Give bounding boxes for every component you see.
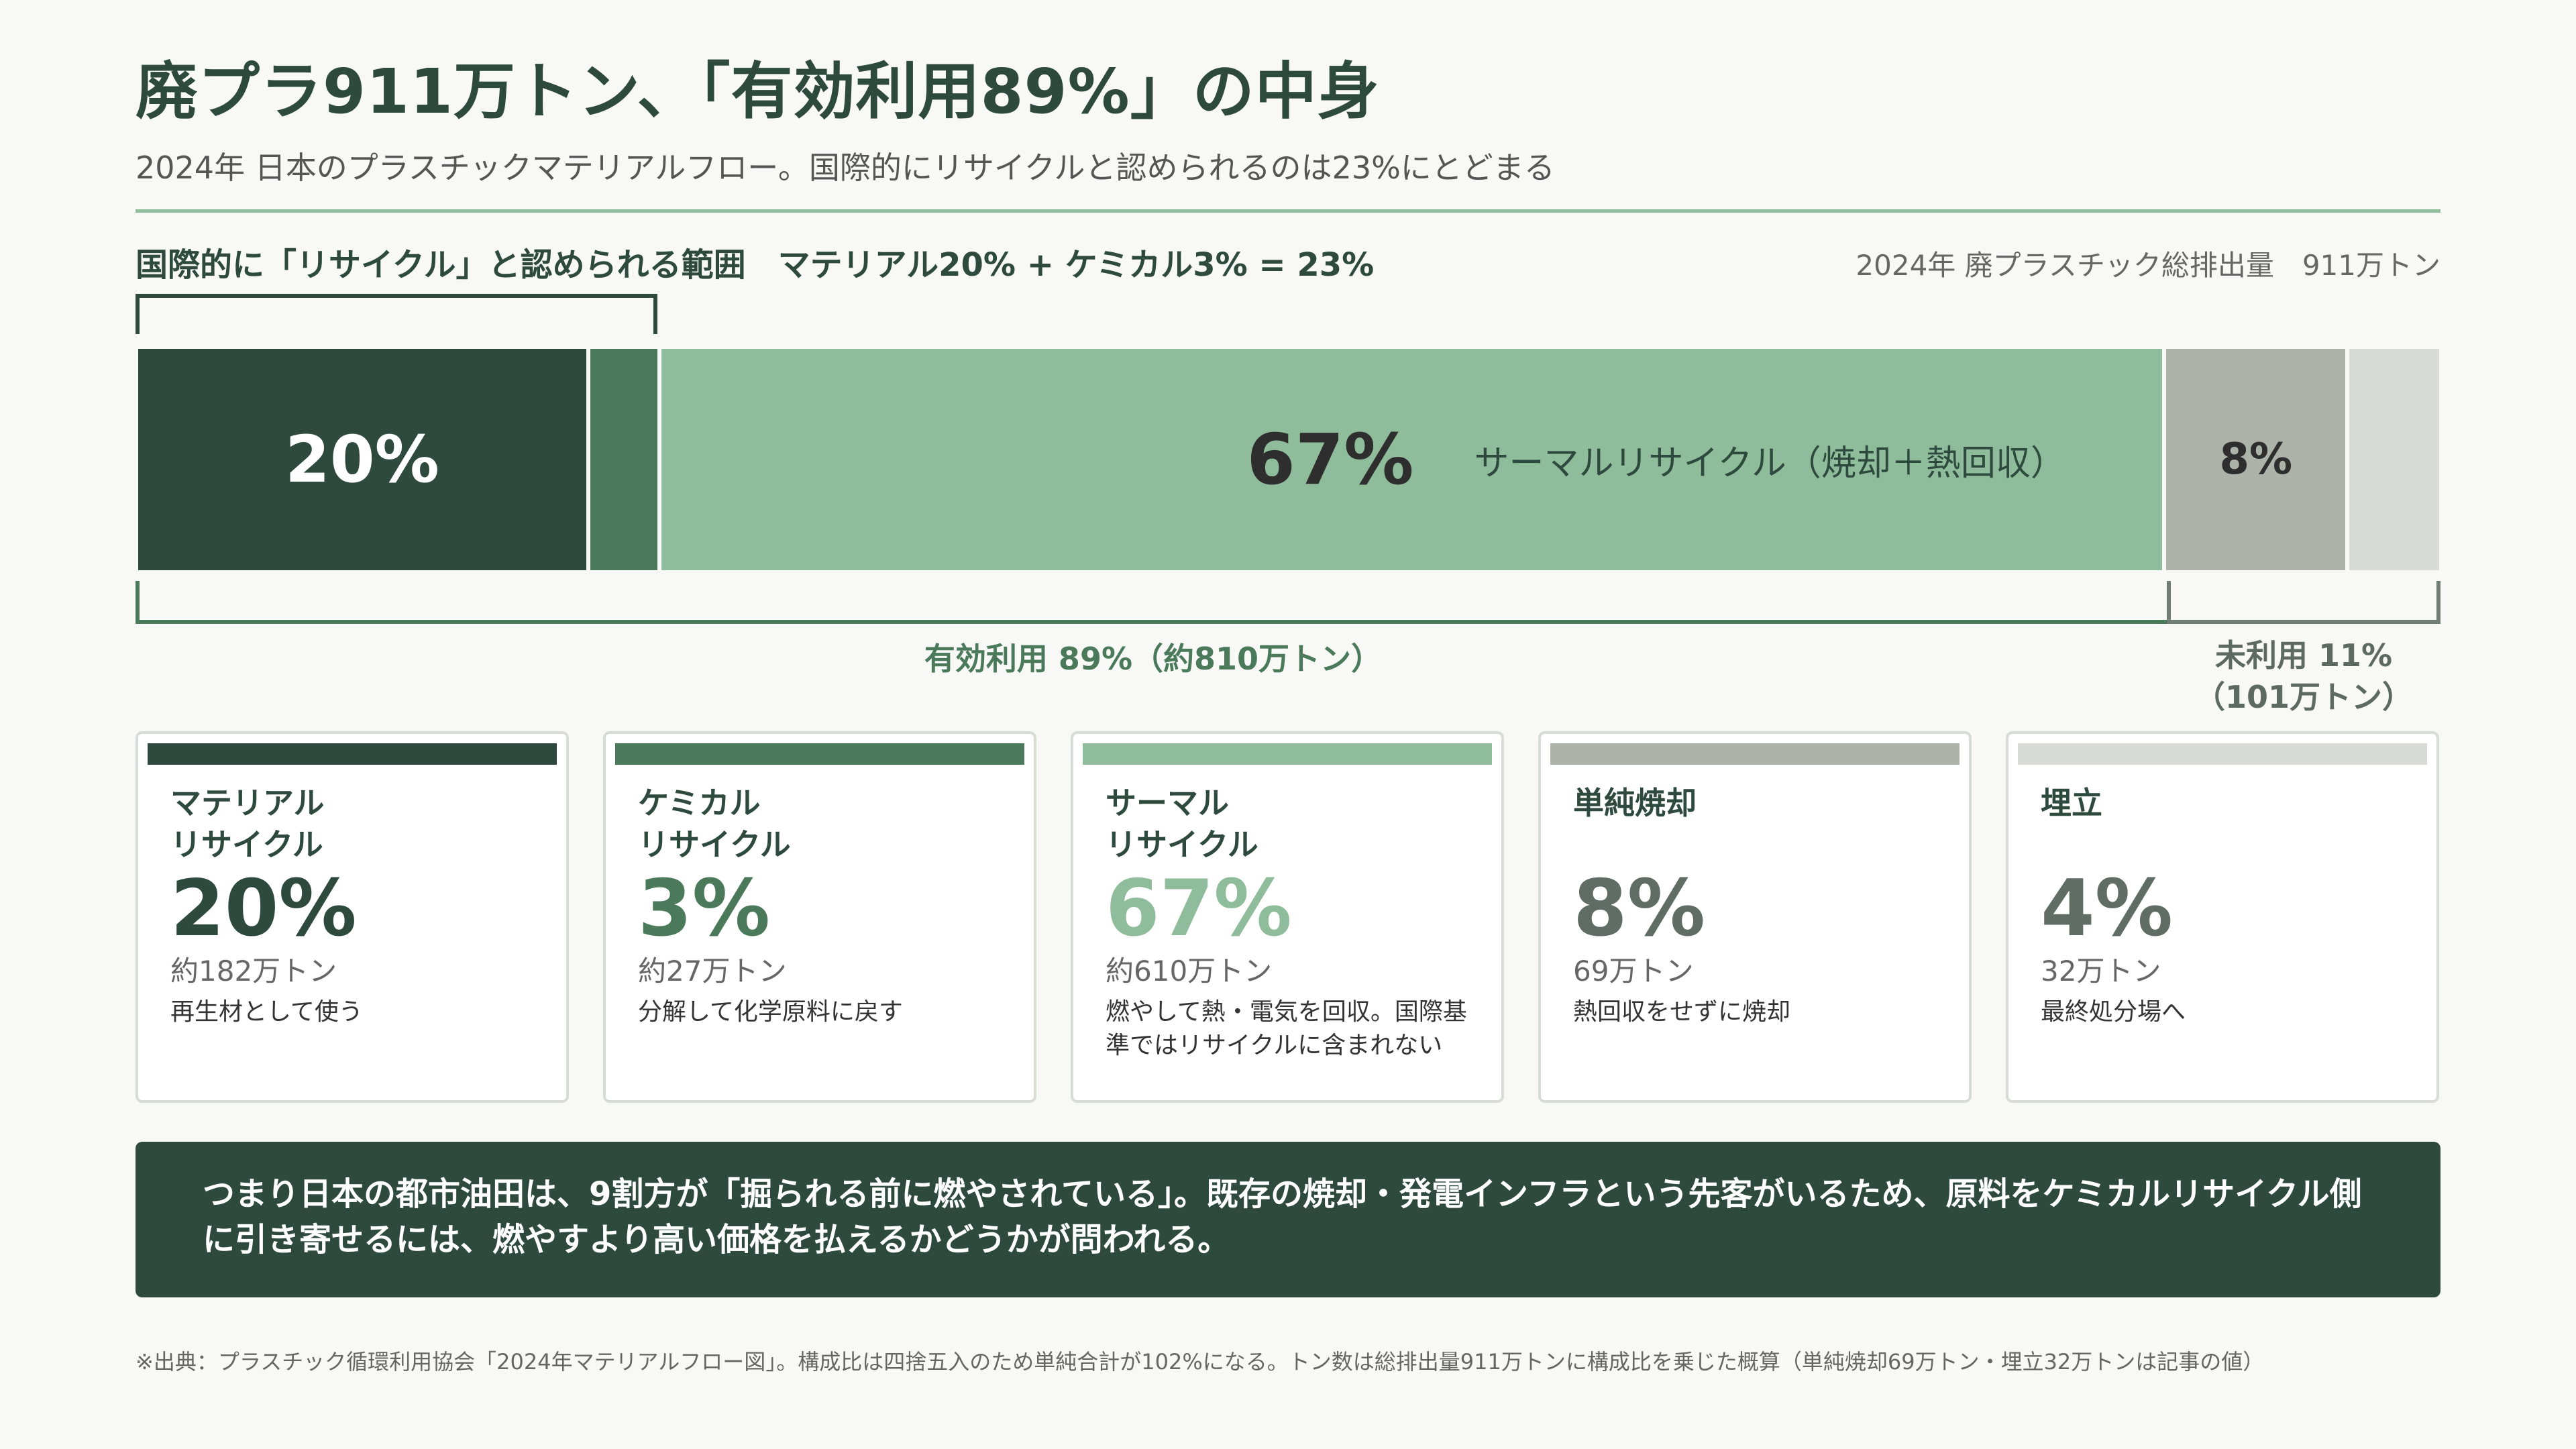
unused-bracket <box>2167 581 2440 624</box>
card-tonnage: 32万トン <box>2041 955 2161 987</box>
card-color-strip <box>148 743 557 765</box>
card-title: サーマル リサイクル <box>1106 785 1258 863</box>
stacked-bar: 20% 67% サーマルリサイクル（焼却＋熱回収） 8% <box>138 349 2439 570</box>
bar-segment-3: 8% <box>2166 349 2346 570</box>
card-description: 熱回収をせずに焼却 <box>1573 998 1791 1026</box>
card-percentage: 20% <box>170 863 357 954</box>
card-color-strip <box>615 743 1024 765</box>
recycle-scope-bracket <box>136 294 657 334</box>
header-divider <box>136 209 2440 213</box>
category-card: マテリアル リサイクル 20% 約182万トン再生材として使う <box>136 731 569 1103</box>
unused-label-tons: （101万トン） <box>2194 679 2414 715</box>
total-emission-label: 2024年 廃プラスチック総排出量 911万トン <box>1856 249 2440 282</box>
card-tonnage: 約27万トン <box>638 955 787 987</box>
card-tonnage: 69万トン <box>1573 955 1694 987</box>
bar-segment-0: 20% <box>138 349 586 570</box>
effective-use-bracket <box>136 581 2171 624</box>
card-percentage: 8% <box>1573 863 1705 954</box>
card-color-strip <box>1083 743 1492 765</box>
bar-inline-label: サーマルリサイクル（焼却＋熱回収） <box>1474 443 2065 484</box>
category-card: サーマル リサイクル 67% 約610万トン燃やして熱・電気を回収。国際基準ではリサ… <box>1071 731 1504 1103</box>
card-title: ケミカル リサイクル <box>638 785 791 863</box>
bar-segment-1 <box>590 349 657 570</box>
summary-text: つまり日本の都市油田は、9割方が「掘られる前に燃やされている」。既存の焼却・発電… <box>203 1175 2362 1258</box>
category-card: 埋立 4% 32万トン最終処分場へ <box>2006 731 2439 1103</box>
card-description: 分解して化学原料に戻す <box>638 998 903 1026</box>
unused-label-pct: 未利用 11% <box>2214 637 2393 674</box>
card-percentage: 3% <box>638 863 770 954</box>
card-tonnage: 約182万トン <box>170 955 337 987</box>
card-tonnage: 約610万トン <box>1106 955 1273 987</box>
card-percentage: 67% <box>1106 863 1292 954</box>
page-title: 廃プラ911万トン、「有効利用89%」の中身 <box>136 56 1380 127</box>
source-note: ※出典：プラスチック循環利用協会「2024年マテリアルフロー図」。構成比は四捨五… <box>136 1349 2265 1375</box>
card-description: 燃やして熱・電気を回収。国際基準ではリサイクルに含まれない <box>1106 998 1467 1059</box>
page-subtitle: 2024年 日本のプラスチックマテリアルフロー。国際的にリサイクルと認められるの… <box>136 150 1555 186</box>
card-title: 埋立 <box>2041 785 2102 821</box>
category-card: ケミカル リサイクル 3% 約27万トン分解して化学原料に戻す <box>603 731 1036 1103</box>
card-color-strip <box>2018 743 2427 765</box>
unused-label: 未利用 11% （101万トン） <box>2167 635 2440 718</box>
bar-segment-4 <box>2349 349 2439 570</box>
recycle-scope-label: 国際的に「リサイクル」と認められる範囲 マテリアル20% + ケミカル3% = … <box>136 246 1375 284</box>
summary-box: つまり日本の都市油田は、9割方が「掘られる前に燃やされている」。既存の焼却・発電… <box>136 1142 2440 1297</box>
bar-value-label: 67% <box>1246 419 1414 500</box>
effective-use-label: 有効利用 89%（約810万トン） <box>924 641 1383 677</box>
bar-value-label: 8% <box>2219 435 2293 484</box>
card-title: マテリアル リサイクル <box>170 785 325 863</box>
card-percentage: 4% <box>2041 863 2173 954</box>
category-card: 単純焼却 8% 69万トン熱回収をせずに焼却 <box>1538 731 1972 1103</box>
card-title: 単純焼却 <box>1573 785 1697 821</box>
bar-segment-2: 67% サーマルリサイクル（焼却＋熱回収） <box>661 349 2163 570</box>
bar-value-label: 20% <box>285 422 439 497</box>
card-description: 再生材として使う <box>170 998 363 1026</box>
card-color-strip <box>1550 743 1960 765</box>
card-description: 最終処分場へ <box>2041 998 2186 1026</box>
